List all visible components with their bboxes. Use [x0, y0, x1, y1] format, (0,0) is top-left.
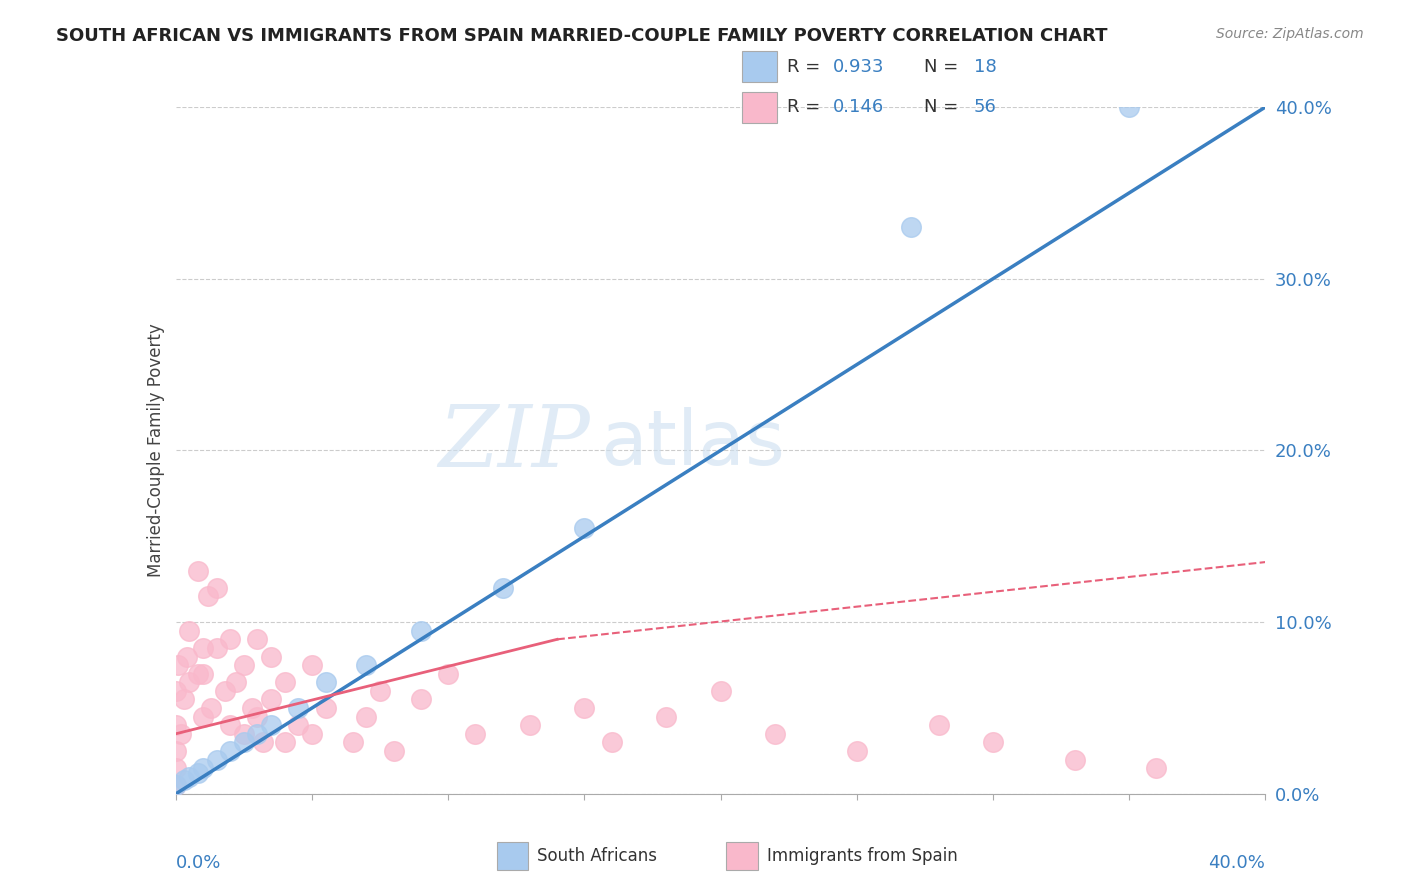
Point	[287, 701, 309, 715]
Point	[165, 778, 187, 792]
Text: Source: ZipAtlas.com: Source: ZipAtlas.com	[1216, 27, 1364, 41]
Point	[464, 727, 486, 741]
Point	[1063, 753, 1085, 767]
Point	[197, 590, 219, 604]
Point	[179, 770, 201, 784]
Point	[179, 624, 201, 638]
Point	[492, 581, 515, 595]
Point	[186, 666, 209, 681]
Point	[260, 718, 283, 732]
Point	[219, 718, 242, 732]
Point	[600, 735, 623, 749]
Point	[260, 692, 283, 706]
Point	[165, 744, 187, 758]
Point	[1118, 100, 1140, 114]
Point	[928, 718, 950, 732]
Point	[240, 701, 263, 715]
Point	[981, 735, 1004, 749]
Bar	[742, 52, 776, 82]
Text: 40.0%: 40.0%	[1209, 854, 1265, 872]
Text: 0.933: 0.933	[832, 58, 884, 76]
Point	[409, 692, 432, 706]
Point	[437, 666, 460, 681]
Point	[176, 649, 198, 664]
Point	[274, 735, 297, 749]
Point	[356, 658, 378, 673]
Point	[186, 564, 209, 578]
Point	[274, 675, 297, 690]
Point	[232, 727, 254, 741]
Point	[900, 220, 922, 235]
Text: SOUTH AFRICAN VS IMMIGRANTS FROM SPAIN MARRIED-COUPLE FAMILY POVERTY CORRELATION: SOUTH AFRICAN VS IMMIGRANTS FROM SPAIN M…	[56, 27, 1108, 45]
Text: 18: 18	[974, 58, 997, 76]
Text: N =: N =	[925, 98, 965, 116]
Point	[1146, 761, 1168, 775]
Point	[165, 718, 187, 732]
Bar	[725, 842, 758, 870]
Point	[191, 666, 214, 681]
Point	[219, 632, 242, 647]
Point	[409, 624, 432, 638]
Point	[519, 718, 541, 732]
Point	[301, 658, 323, 673]
Point	[165, 683, 187, 698]
Point	[356, 709, 378, 723]
Point	[165, 761, 187, 775]
Point	[260, 649, 283, 664]
Y-axis label: Married-Couple Family Poverty: Married-Couple Family Poverty	[146, 324, 165, 577]
Text: 56: 56	[974, 98, 997, 116]
Point	[845, 744, 868, 758]
Point	[179, 675, 201, 690]
Point	[315, 675, 337, 690]
Point	[710, 683, 733, 698]
Point	[574, 521, 596, 535]
Point	[315, 701, 337, 715]
Text: Immigrants from Spain: Immigrants from Spain	[766, 847, 957, 865]
Point	[205, 753, 228, 767]
Point	[205, 581, 228, 595]
Point	[186, 766, 209, 780]
Point	[173, 692, 195, 706]
Point	[225, 675, 247, 690]
Point	[173, 773, 195, 788]
Text: N =: N =	[925, 58, 965, 76]
Point	[191, 761, 214, 775]
Point	[167, 658, 190, 673]
Point	[170, 727, 193, 741]
Text: South Africans: South Africans	[537, 847, 657, 865]
Point	[382, 744, 405, 758]
Point	[287, 718, 309, 732]
Text: ZIP: ZIP	[437, 402, 591, 485]
Point	[191, 709, 214, 723]
Point	[191, 640, 214, 655]
Text: 0.146: 0.146	[832, 98, 884, 116]
Point	[246, 727, 269, 741]
Point	[165, 778, 187, 792]
Point	[574, 701, 596, 715]
Point	[246, 709, 269, 723]
Point	[252, 735, 274, 749]
Bar	[496, 842, 529, 870]
Text: 0.0%: 0.0%	[176, 854, 221, 872]
Point	[232, 735, 254, 749]
Point	[342, 735, 364, 749]
Point	[655, 709, 678, 723]
Point	[205, 640, 228, 655]
Text: R =: R =	[787, 98, 827, 116]
Point	[246, 632, 269, 647]
Bar	[742, 92, 776, 122]
Point	[368, 683, 391, 698]
Point	[214, 683, 236, 698]
Point	[232, 658, 254, 673]
Text: atlas: atlas	[600, 407, 786, 481]
Point	[219, 744, 242, 758]
Text: R =: R =	[787, 58, 827, 76]
Point	[200, 701, 222, 715]
Point	[301, 727, 323, 741]
Point	[763, 727, 786, 741]
